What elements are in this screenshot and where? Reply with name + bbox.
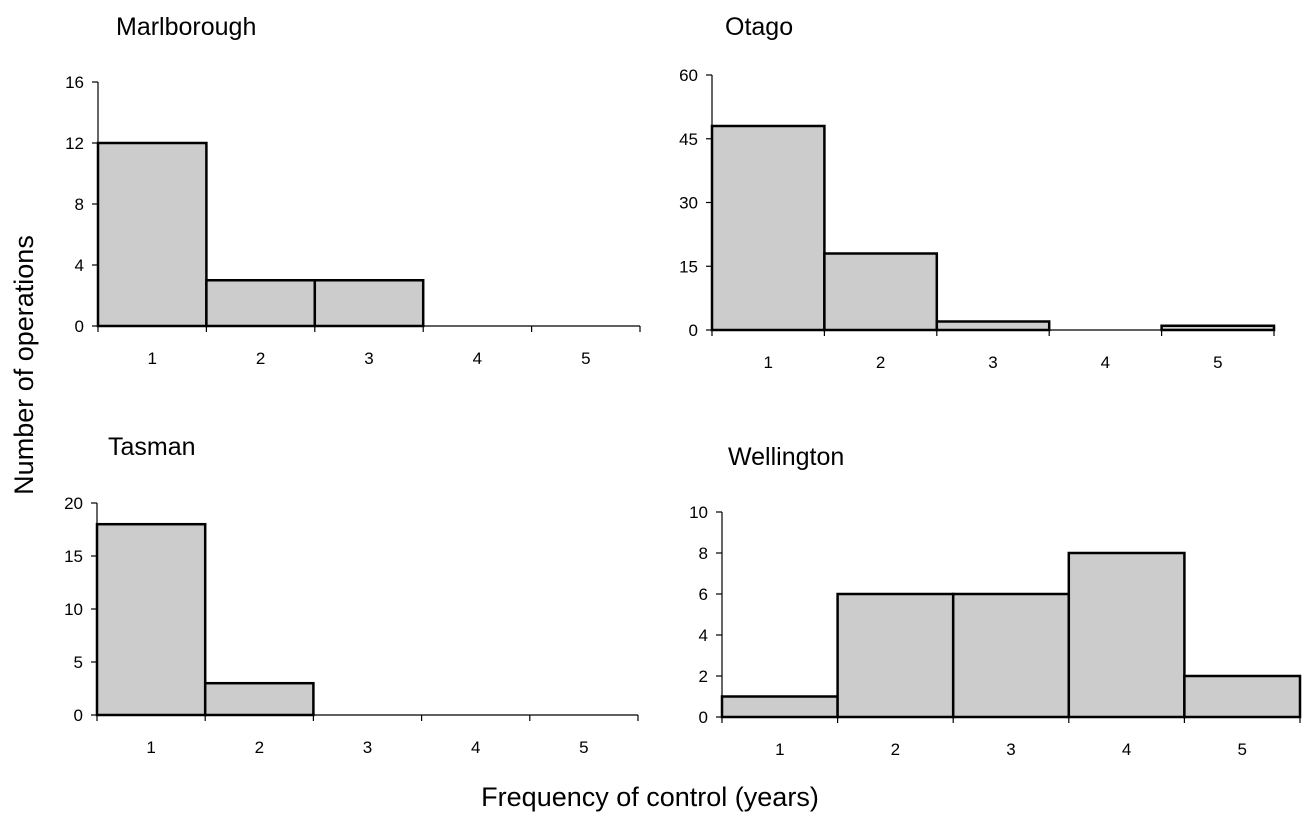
y-tick-label: 15 [64, 547, 83, 566]
y-tick-label: 10 [689, 503, 708, 522]
y-axis-title: Number of operations [9, 235, 39, 495]
y-tick-label: 0 [699, 708, 708, 727]
x-tick-label: 5 [579, 738, 588, 757]
x-tick-label: 2 [256, 349, 265, 368]
x-axis-title: Frequency of control (years) [481, 782, 819, 812]
y-tick-label: 0 [75, 317, 84, 336]
bar [710, 124, 826, 332]
y-tick-label: 6 [699, 585, 708, 604]
x-tick-label: 4 [1122, 740, 1131, 759]
x-tick-label: 1 [146, 738, 155, 757]
bar [951, 592, 1071, 719]
x-tick-label: 5 [1213, 353, 1222, 372]
y-tick-label: 12 [65, 134, 84, 153]
y-tick-label: 5 [74, 653, 83, 672]
x-tick-label: 4 [1101, 353, 1110, 372]
x-tick-label: 3 [1006, 740, 1015, 759]
bar [1160, 324, 1276, 332]
x-tick-label: 1 [775, 740, 784, 759]
y-tick-label: 16 [65, 73, 84, 92]
bar [1067, 551, 1186, 719]
x-tick-label: 5 [1237, 740, 1246, 759]
x-tick-label: 2 [891, 740, 900, 759]
y-tick-label: 15 [679, 257, 698, 276]
panel-title: Otago [725, 13, 793, 41]
y-tick-label: 45 [679, 130, 698, 149]
bar [205, 279, 317, 328]
x-tick-label: 2 [255, 738, 264, 757]
x-tick-label: 3 [988, 353, 997, 372]
bar [1183, 674, 1302, 719]
x-tick-label: 4 [471, 738, 480, 757]
y-tick-label: 4 [75, 256, 84, 275]
x-tick-label: 1 [763, 353, 772, 372]
panel-title: Marlborough [116, 13, 256, 41]
bar [96, 141, 208, 328]
x-tick-label: 4 [473, 349, 482, 368]
bar [313, 279, 425, 328]
bar [836, 592, 955, 719]
y-tick-label: 0 [689, 321, 698, 340]
x-tick-label: 5 [581, 349, 590, 368]
y-tick-label: 20 [64, 494, 83, 513]
bar [935, 320, 1051, 332]
y-tick-label: 0 [74, 706, 83, 725]
x-tick-label: 2 [876, 353, 885, 372]
bar [95, 522, 207, 717]
x-tick-label: 3 [363, 738, 372, 757]
bar [203, 681, 315, 717]
y-tick-label: 8 [75, 195, 84, 214]
panel-title: Wellington [728, 443, 844, 471]
y-tick-label: 4 [699, 626, 708, 645]
panel-title: Tasman [108, 433, 196, 461]
y-tick-label: 30 [679, 194, 698, 213]
chart-panel-2: Tasman 1 2 3 4 5 0 5 10 15 20 [64, 433, 639, 757]
x-tick-label: 1 [147, 349, 156, 368]
y-tick-label: 2 [699, 667, 708, 686]
x-tick-label: 3 [364, 349, 373, 368]
chart-panel-3: Wellington 1 2 3 4 5 0 2 4 6 8 10 [689, 443, 1302, 759]
bar [720, 695, 839, 719]
bar [823, 252, 939, 332]
y-tick-label: 10 [64, 600, 83, 619]
y-tick-label: 60 [679, 66, 698, 85]
y-tick-label: 8 [699, 544, 708, 563]
